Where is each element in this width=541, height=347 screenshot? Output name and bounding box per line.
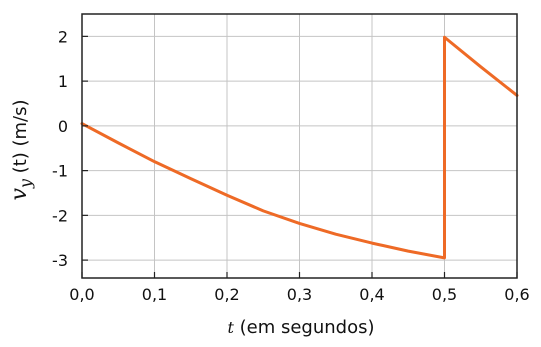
y-tick-label: 0 [58,117,68,136]
y-tick-label: -1 [52,162,68,181]
y-axis-label-variable: v [7,188,32,201]
y-axis-label: vy (t) (m/s) [7,99,35,200]
x-tick-label: 0,2 [214,285,239,304]
series-layer [80,35,519,260]
x-tick-label: 0,4 [359,285,384,304]
series-line [80,35,519,260]
y-tick-label: 2 [58,27,68,46]
y-tick-label: -2 [52,206,68,225]
grid [81,14,518,278]
y-axis-label-subscript: y [16,178,35,189]
x-axis-label-variable: t [227,318,234,337]
tick-labels: 0,0 0,1 0,2 0,3 0,4 0,5 0,6 2 1 0 -1 -2 -3 [52,27,530,304]
x-tick-label: 0,3 [287,285,312,304]
x-tick-label: 0,1 [142,285,167,304]
x-axis-label-text: (em segundos) [234,317,375,338]
x-tick-label: 0,0 [69,285,94,304]
y-tick-label: 1 [58,72,68,91]
y-axis-label-text: (t) (m/s) [10,99,31,179]
x-tick-label: 0,5 [432,285,457,304]
y-tick-label: -3 [52,251,68,270]
x-axis-label: t (em segundos) [227,317,374,338]
x-tick-label: 0,6 [504,285,529,304]
